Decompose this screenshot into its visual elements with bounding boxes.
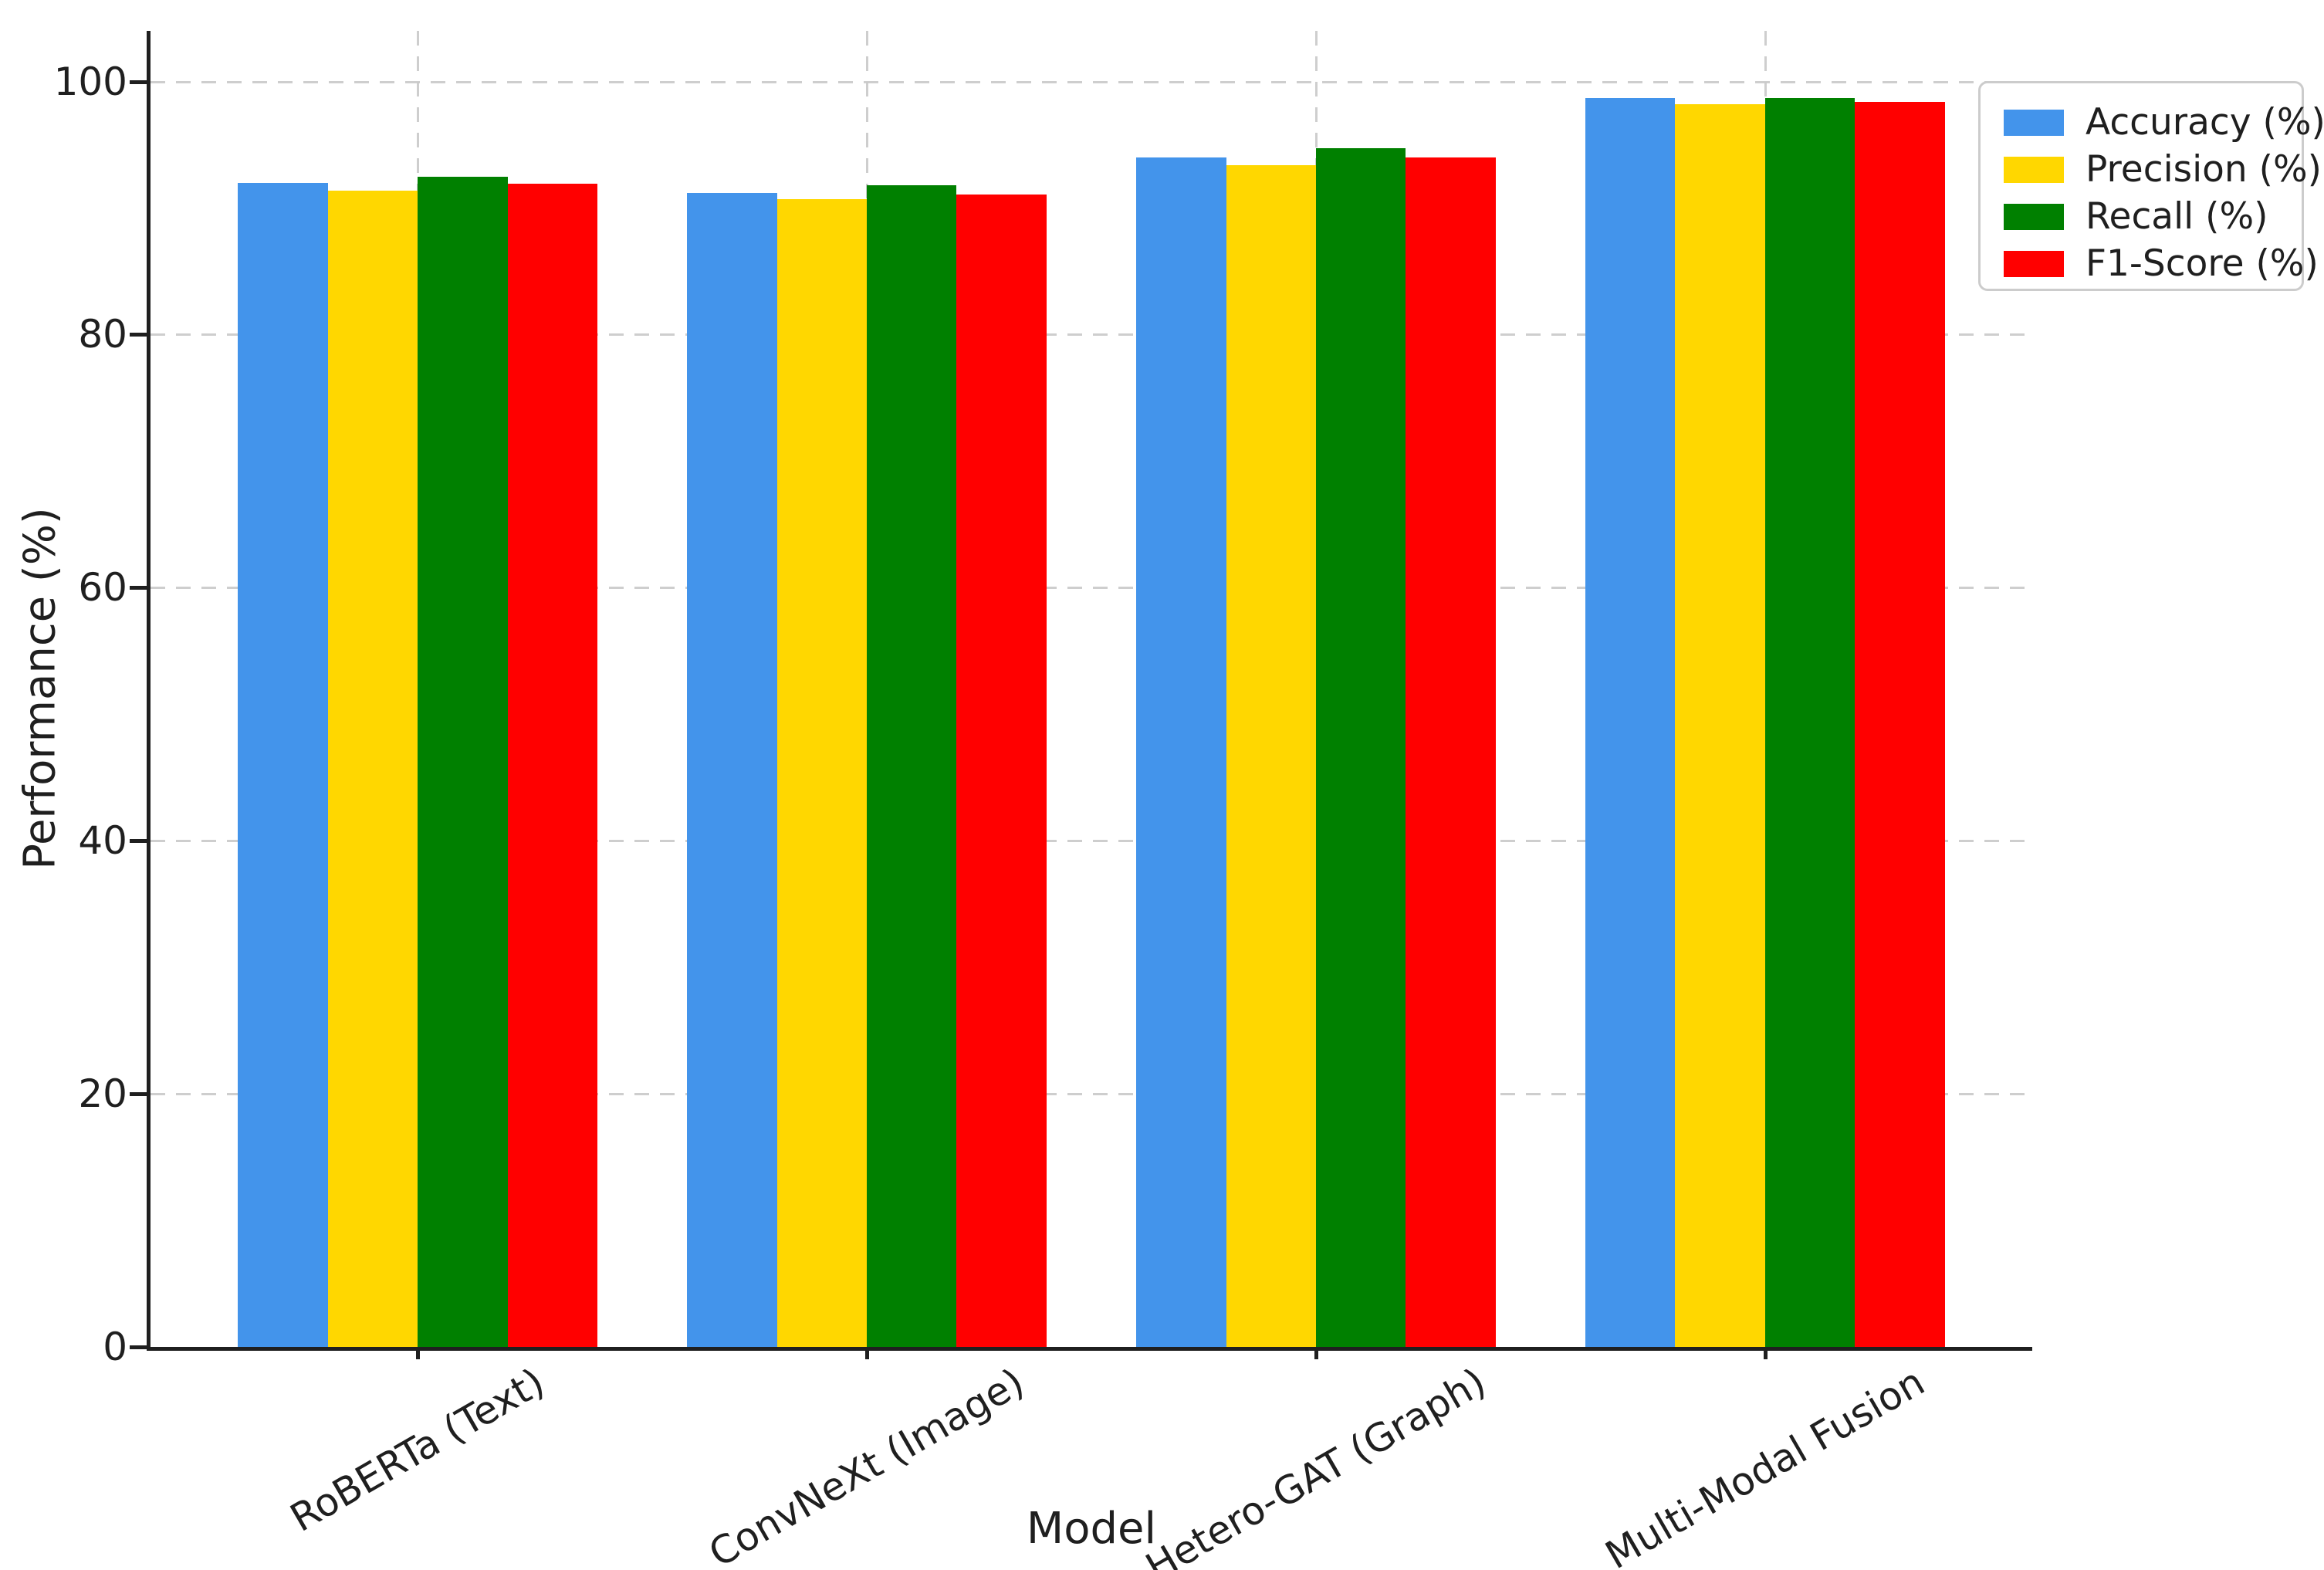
bar-accuracy-1: [687, 192, 777, 1347]
y-tick-40: [130, 839, 147, 844]
legend-label: F1-Score (%): [2086, 242, 2319, 285]
bar-accuracy-2: [1136, 157, 1226, 1347]
y-axis-title: Performance (%): [15, 507, 66, 870]
y-tick-label-0: 0: [103, 1325, 127, 1369]
bar-recall-3: [1764, 97, 1855, 1347]
legend-swatch-icon: [2004, 109, 2064, 136]
legend-label: Recall (%): [2086, 195, 2268, 238]
bar-recall-2: [1315, 148, 1406, 1347]
bar-accuracy-3: [1585, 97, 1676, 1347]
legend-swatch-icon: [2004, 203, 2064, 230]
bar-recall-1: [867, 185, 957, 1347]
bar-precision-1: [776, 199, 868, 1347]
gridline-y-20: [151, 1093, 2032, 1096]
y-tick-80: [130, 333, 147, 337]
y-tick-label-20: 20: [78, 1071, 127, 1117]
x-tick-label-1: ConvNeXt (Image): [701, 1359, 1032, 1570]
legend-rows: Accuracy (%) Precision (%) Recall (%) F1-Sc…: [2004, 100, 2324, 286]
y-axis-spine: [147, 31, 151, 1351]
plot-area: [130, 31, 2032, 1359]
y-tick-20: [130, 1092, 147, 1097]
legend-item-3: F1-Score (%): [2004, 242, 2319, 286]
y-tick-100: [130, 80, 147, 84]
bar-precision-0: [327, 190, 418, 1347]
x-tick-0: [416, 1347, 421, 1359]
bar-f1-score-0: [507, 184, 597, 1347]
gridline-y-80: [151, 333, 2032, 337]
bar-recall-0: [418, 176, 508, 1347]
x-tick-1: [865, 1347, 870, 1359]
x-tick-label-3: Multi-Modal Fusion: [1598, 1359, 1932, 1570]
y-tick-label-60: 60: [78, 565, 127, 611]
gridline-y-60: [151, 587, 2032, 590]
bar-f1-score-2: [1406, 157, 1496, 1347]
y-tick-0: [130, 1345, 147, 1349]
y-tick-60: [130, 586, 147, 590]
y-tick-label-100: 100: [53, 59, 127, 104]
legend-swatch-icon: [2004, 250, 2064, 277]
legend-swatch-icon: [2004, 156, 2064, 183]
bar-f1-score-1: [956, 194, 1047, 1347]
x-axis-spine: [147, 1347, 2032, 1351]
y-tick-label-80: 80: [78, 312, 127, 357]
legend-label: Accuracy (%): [2086, 101, 2324, 144]
legend-label: Precision (%): [2086, 148, 2322, 191]
gridline-y-40: [151, 840, 2032, 843]
x-tick-2: [1314, 1347, 1318, 1359]
gridline-y-100: [151, 80, 2032, 83]
legend-item-1: Precision (%): [2004, 147, 2322, 191]
x-tick-label-0: RoBERTa (Text): [282, 1359, 553, 1541]
bar-accuracy-0: [238, 182, 328, 1347]
legend-item-0: Accuracy (%): [2004, 100, 2324, 144]
x-tick-3: [1763, 1347, 1768, 1359]
x-axis-title: Model: [1026, 1504, 1157, 1554]
legend-item-2: Recall (%): [2004, 195, 2302, 239]
legend: Accuracy (%) Precision (%) Recall (%) F1-Sc…: [1978, 81, 2324, 291]
x-tick-label-2: Hetero-GAT (Graph): [1138, 1359, 1494, 1570]
bar-precision-2: [1226, 164, 1316, 1347]
bar-precision-3: [1675, 104, 1765, 1347]
y-tick-label-40: 40: [78, 818, 127, 864]
bar-f1-score-3: [1855, 101, 1945, 1347]
